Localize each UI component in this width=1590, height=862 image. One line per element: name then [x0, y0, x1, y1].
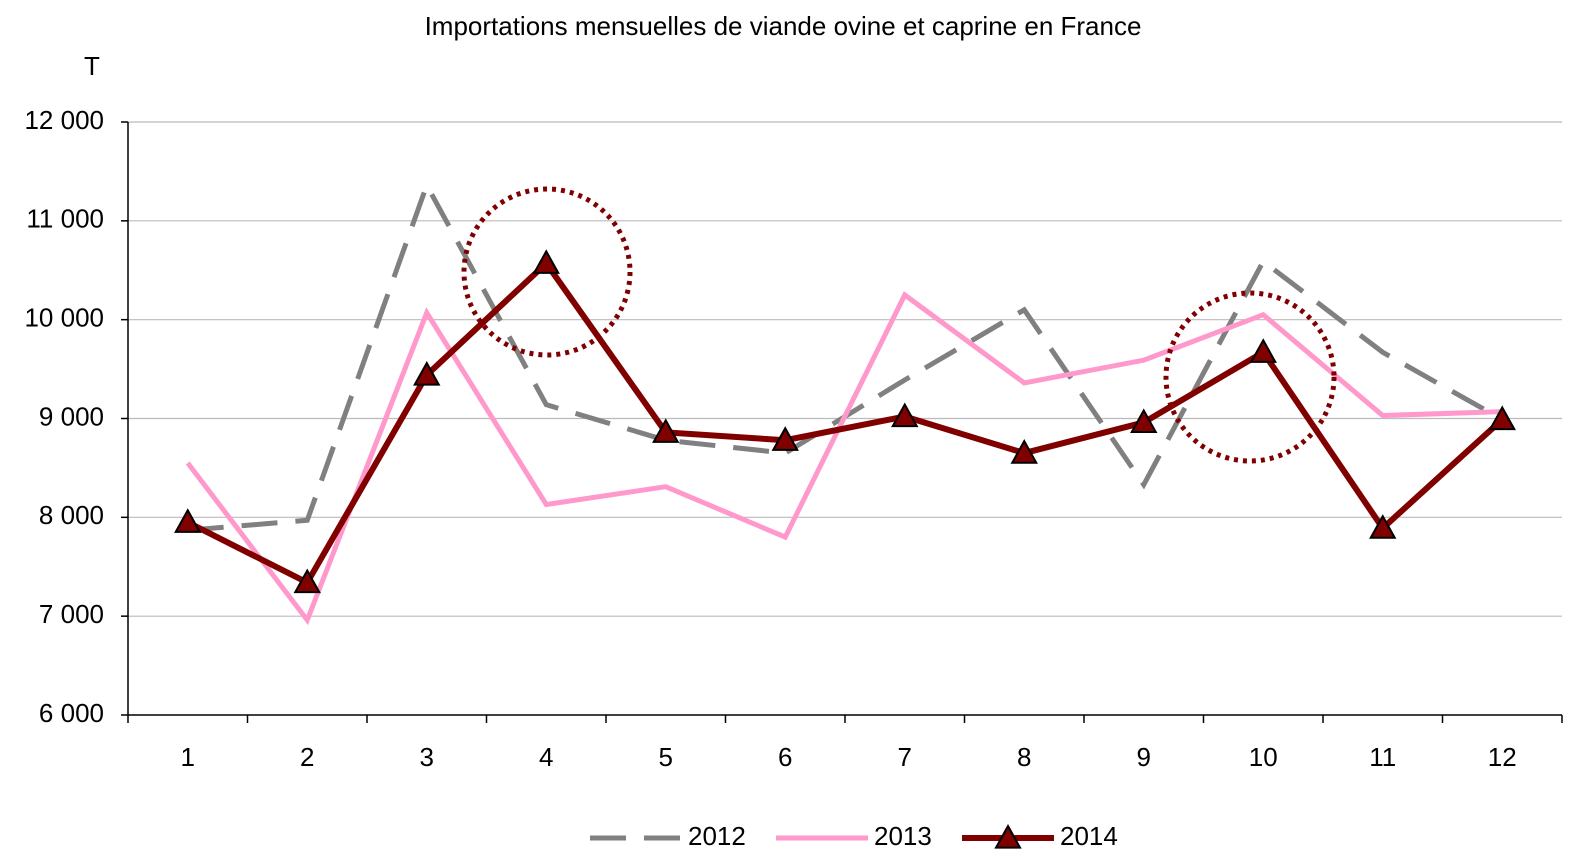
- y-tick-label: 11 000: [26, 204, 104, 234]
- highlight-circle: [461, 186, 633, 358]
- marker: [413, 360, 441, 386]
- marker: [1488, 405, 1516, 431]
- legend-label: 2013: [874, 821, 932, 851]
- x-tick-label: 1: [181, 742, 195, 772]
- x-tick-label: 8: [1017, 742, 1031, 772]
- grid: [121, 121, 1563, 723]
- series-line: [186, 258, 1505, 587]
- marker: [1130, 408, 1158, 434]
- legend-marker: [994, 823, 1022, 849]
- y-tick-label: 10 000: [24, 303, 104, 333]
- y-tick-label: 12 000: [24, 105, 104, 135]
- legend-label: 2014: [1060, 821, 1118, 851]
- marker: [1249, 338, 1277, 363]
- y-tick-label: 8 000: [39, 500, 104, 530]
- x-tick-label: 6: [778, 742, 792, 772]
- marker: [293, 568, 321, 594]
- legend-label: 2012: [688, 821, 746, 851]
- series-line: [185, 291, 1503, 626]
- x-tick-label: 4: [539, 742, 553, 772]
- y-tick-label: 7 000: [39, 599, 104, 629]
- series-line: [187, 179, 1504, 533]
- marker: [771, 426, 799, 451]
- marker: [891, 402, 919, 428]
- marker: [1010, 439, 1038, 464]
- x-tick-label: 12: [1488, 742, 1517, 772]
- x-tick-label: 3: [420, 742, 434, 772]
- marker: [652, 418, 680, 443]
- x-tick-label: 11: [1369, 742, 1396, 772]
- y-tick-label: 6 000: [39, 698, 104, 728]
- x-tick-label: 2: [300, 742, 314, 772]
- highlight-circle: [1163, 290, 1337, 464]
- chart-title: Importations mensuelles de viande ovine …: [425, 11, 1142, 41]
- marker: [1369, 514, 1397, 539]
- y-axis-label: T: [84, 51, 100, 81]
- y-tick-label: 9 000: [39, 401, 104, 431]
- marker: [532, 249, 560, 274]
- x-tick-label: 7: [898, 742, 912, 772]
- x-tick-label: 5: [659, 742, 673, 772]
- lines: [174, 179, 1516, 626]
- marker: [174, 508, 202, 533]
- x-tick-label: 10: [1249, 742, 1278, 772]
- x-tick-label: 9: [1137, 742, 1151, 772]
